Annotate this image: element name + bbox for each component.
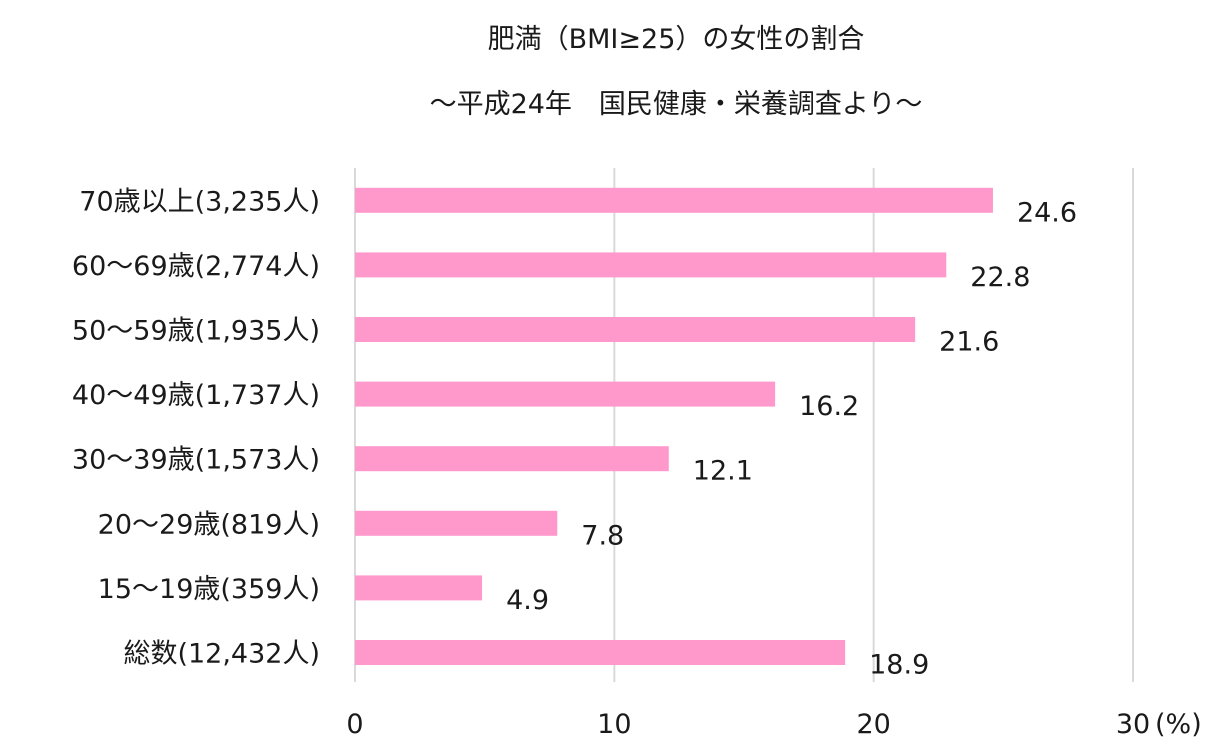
- value-label-2: 21.6: [939, 327, 999, 358]
- bar-5: [355, 510, 558, 536]
- chart-title: 肥満（BMI≥25）の女性の割合: [488, 24, 865, 55]
- bar-1: [355, 252, 947, 278]
- gridlines: [354, 168, 1134, 682]
- x-axis-ticks: 0 10 20 30 (%): [346, 709, 1201, 740]
- value-label-6: 4.9: [506, 585, 549, 616]
- value-label-5: 7.8: [581, 520, 624, 551]
- bar-0: [355, 187, 993, 213]
- category-label-4: 30～39歳(1,573人): [72, 445, 320, 476]
- bar-3: [355, 381, 776, 407]
- bar-4: [355, 446, 669, 472]
- category-label-5: 20～29歳(819人): [98, 509, 320, 540]
- x-tick-label-30: 30: [1116, 709, 1150, 740]
- x-tick-label-20: 20: [856, 709, 890, 740]
- category-label-1: 60～69歳(2,774人): [72, 251, 320, 282]
- chart-subtitle: ～平成24年 国民健康・栄養調査より～: [430, 89, 923, 120]
- bar-7: [355, 640, 846, 665]
- value-label-1: 22.8: [970, 262, 1030, 293]
- value-label-3: 16.2: [799, 391, 859, 422]
- bar-2: [355, 317, 916, 342]
- category-label-3: 40～49歳(1,737人): [72, 380, 320, 411]
- value-label-0: 24.6: [1017, 197, 1077, 228]
- category-labels: 70歳以上(3,235人) 60～69歳(2,774人) 50～59歳(1,935人…: [72, 186, 320, 669]
- category-label-0: 70歳以上(3,235人): [79, 186, 320, 217]
- x-axis-unit: (%): [1155, 709, 1202, 740]
- value-label-7: 18.9: [869, 650, 929, 681]
- x-tick-label-0: 0: [346, 709, 363, 740]
- category-label-6: 15～19歳(359人): [98, 574, 320, 605]
- x-tick-label-10: 10: [597, 709, 631, 740]
- value-labels: 24.6 22.8 21.6 16.2 12.1 7.8 4.9 18.9: [506, 197, 1077, 680]
- category-label-7: 総数(12,432人): [123, 639, 320, 670]
- bar-6: [355, 575, 483, 601]
- value-label-4: 12.1: [693, 456, 753, 487]
- category-label-2: 50～59歳(1,935人): [72, 316, 320, 347]
- bars: [355, 187, 993, 665]
